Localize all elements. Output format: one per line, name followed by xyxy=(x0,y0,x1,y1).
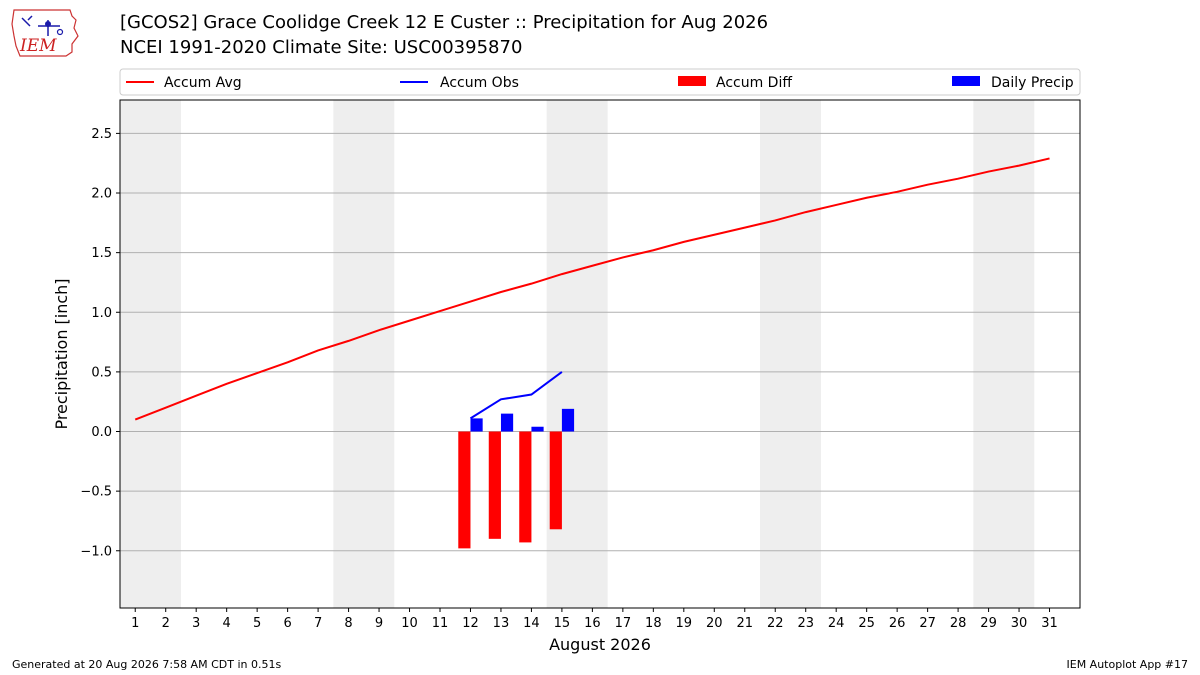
x-tick-label-1: 2 xyxy=(162,616,170,631)
legend-frame xyxy=(119,68,1081,96)
x-tick-label-27: 28 xyxy=(950,616,967,631)
x-tick-label-30: 31 xyxy=(1041,616,1058,631)
accum-diff-bar-2 xyxy=(519,431,532,543)
daily-precip-bar-3 xyxy=(561,408,575,432)
y-tick-label-1: −0.5 xyxy=(80,485,112,500)
x-tick-label-17: 18 xyxy=(645,616,662,631)
x-tick-label-19: 20 xyxy=(706,616,723,631)
weekend-bands xyxy=(120,100,1035,608)
x-tick-label-14: 15 xyxy=(554,616,571,631)
x-tick-label-23: 24 xyxy=(828,616,845,631)
daily-precip-bar-0 xyxy=(470,418,483,432)
x-tick-label-3: 4 xyxy=(223,616,231,631)
y-axis-label: Precipitation [inch] xyxy=(52,278,71,429)
x-tick-label-28: 29 xyxy=(980,616,997,631)
y-axis: −1.0 −0.5 0.0 0.5 1.0 1.5 2.0 2.5 xyxy=(80,127,120,559)
generated-timestamp: Generated at 20 Aug 2026 7:58 AM CDT in … xyxy=(12,658,282,671)
x-tick-label-4: 5 xyxy=(253,616,261,631)
x-tick-label-7: 8 xyxy=(344,616,352,631)
y-tick-label-2: 0.0 xyxy=(91,425,112,440)
legend-swatch-accum-diff xyxy=(678,76,706,86)
x-tick-label-22: 23 xyxy=(797,616,814,631)
y-tick-label-7: 2.5 xyxy=(91,127,112,142)
legend: Accum Avg Accum Obs Accum Diff Daily Precip xyxy=(119,68,1081,96)
accum-obs-line xyxy=(469,371,563,420)
x-tick-label-13: 14 xyxy=(523,616,540,631)
x-tick-label-16: 17 xyxy=(615,616,632,631)
weekend-band-0 xyxy=(120,100,181,608)
x-tick-label-26: 27 xyxy=(919,616,936,631)
weekend-band-3 xyxy=(760,100,821,608)
x-tick-label-18: 19 xyxy=(676,616,693,631)
weekend-band-4 xyxy=(973,100,1035,608)
x-tick-label-9: 10 xyxy=(401,616,418,631)
grid-lines xyxy=(120,132,1080,552)
y-tick-label-6: 2.0 xyxy=(91,187,112,202)
legend-label-daily-precip: Daily Precip xyxy=(991,75,1074,91)
chart-subtitle: NCEI 1991-2020 Climate Site: USC00395870 xyxy=(120,37,523,58)
weekend-band-2 xyxy=(546,100,608,608)
iem-logo: IEM xyxy=(11,9,79,57)
x-tick-label-6: 7 xyxy=(314,616,322,631)
y-tick-label-5: 1.5 xyxy=(91,246,112,261)
daily-precip-bar-2 xyxy=(531,426,544,432)
x-tick-label-24: 25 xyxy=(858,616,875,631)
y-tick-label-3: 0.5 xyxy=(91,365,112,380)
x-tick-label-5: 6 xyxy=(283,616,291,631)
x-axis: 1 2 3 4 5 6 7 8 9 10 11 12 13 14 15 16 17 18 19 20 21 22 23 24 2… xyxy=(131,608,1058,631)
logo-text: IEM xyxy=(19,36,57,56)
x-tick-label-10: 11 xyxy=(432,616,449,631)
accum-diff-bar-0 xyxy=(458,431,471,549)
x-axis-label: August 2026 xyxy=(549,635,651,654)
plot-frame xyxy=(119,99,1081,609)
x-tick-label-0: 1 xyxy=(131,616,139,631)
legend-label-accum-avg: Accum Avg xyxy=(164,75,242,91)
x-tick-label-12: 13 xyxy=(493,616,510,631)
y-tick-label-4: 1.0 xyxy=(91,306,112,321)
x-tick-label-21: 22 xyxy=(767,616,784,631)
series-layer xyxy=(134,157,1050,549)
weekend-band-1 xyxy=(333,100,395,608)
app-label: IEM Autoplot App #17 xyxy=(1066,658,1189,671)
x-tick-label-2: 3 xyxy=(192,616,200,631)
legend-label-accum-obs: Accum Obs xyxy=(440,75,519,91)
legend-swatch-daily-precip xyxy=(952,76,980,86)
accum-diff-bar-3 xyxy=(549,431,562,530)
x-tick-label-20: 21 xyxy=(736,616,753,631)
legend-label-accum-diff: Accum Diff xyxy=(716,75,792,91)
y-tick-label-0: −1.0 xyxy=(80,544,112,559)
x-tick-label-25: 26 xyxy=(889,616,906,631)
chart-title: [GCOS2] Grace Coolidge Creek 12 E Custer… xyxy=(120,12,769,33)
accum-diff-bar-1 xyxy=(488,431,501,539)
accum-avg-line xyxy=(134,157,1050,421)
x-tick-label-8: 9 xyxy=(375,616,383,631)
x-tick-label-29: 30 xyxy=(1011,616,1028,631)
daily-precip-bar-1 xyxy=(500,413,514,432)
x-tick-label-11: 12 xyxy=(462,616,479,631)
x-tick-label-15: 16 xyxy=(584,616,601,631)
